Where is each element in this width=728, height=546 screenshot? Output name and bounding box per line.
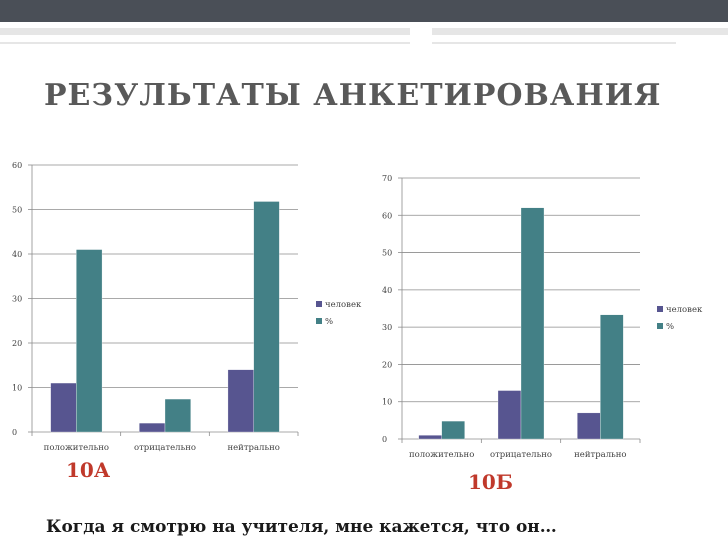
y-tick-label: 30: [382, 323, 392, 332]
bar-percent: [441, 420, 465, 440]
top-stripe: [0, 28, 410, 35]
bar-percent: [253, 201, 280, 433]
y-tick-label: 50: [12, 206, 22, 215]
top-stripe: [432, 28, 728, 35]
y-tick-label: 0: [12, 428, 17, 437]
chart-caption-10a: 10А: [66, 458, 111, 482]
y-tick-label: 60: [12, 161, 22, 170]
x-tick-label: положительно: [409, 450, 474, 460]
chart-caption-10b: 10Б: [468, 470, 513, 494]
y-tick-label: 40: [12, 250, 22, 259]
legend-label: человек: [666, 305, 703, 315]
y-tick-label: 50: [382, 249, 392, 258]
bar-percent: [520, 207, 545, 440]
bar-people: [497, 390, 522, 440]
x-tick-label: нейтрально: [227, 443, 279, 453]
legend-swatch: [657, 306, 663, 312]
y-tick-label: 40: [382, 286, 392, 295]
y-tick-label: 20: [382, 360, 392, 369]
bar-percent: [164, 398, 191, 433]
bar-people: [577, 412, 601, 440]
bar-percent: [76, 249, 103, 433]
legend-label: %: [666, 322, 674, 332]
bar-people: [227, 369, 254, 433]
slide-title: РЕЗУЛЬТАТЫ АНКЕТИРОВАНИЯ: [44, 78, 662, 113]
bar-people: [50, 382, 77, 433]
x-tick-label: положительно: [44, 443, 109, 453]
legend-label: человек: [325, 300, 362, 310]
y-tick-label: 10: [12, 384, 22, 393]
legend-swatch: [657, 323, 663, 329]
bar-people: [418, 435, 442, 440]
top-bar: [0, 0, 728, 22]
legend-swatch: [316, 318, 322, 324]
y-tick-label: 60: [382, 211, 392, 220]
x-tick-label: отрицательно: [490, 450, 552, 460]
x-tick-label: нейтрально: [574, 450, 626, 460]
y-tick-label: 10: [382, 398, 392, 407]
y-tick-label: 20: [12, 339, 22, 348]
top-line: [432, 42, 676, 44]
top-line: [0, 42, 410, 44]
x-tick-label: отрицательно: [134, 443, 196, 453]
legend-swatch: [316, 301, 322, 307]
y-tick-label: 70: [382, 174, 392, 183]
y-tick-label: 30: [12, 295, 22, 304]
legend-label: %: [325, 317, 333, 327]
y-tick-label: 0: [382, 435, 387, 444]
chart-10a: 0 10 20 30 40 50 60 положительно отрицательно ней…: [12, 161, 362, 453]
chart-10b: 0 10 20 30 40 50 60 70 положительно отрицательно н…: [382, 174, 703, 460]
slide-footer: Когда я смотрю на учителя, мне кажется, …: [46, 517, 557, 537]
bar-people: [139, 422, 166, 433]
bar-percent: [600, 314, 624, 440]
